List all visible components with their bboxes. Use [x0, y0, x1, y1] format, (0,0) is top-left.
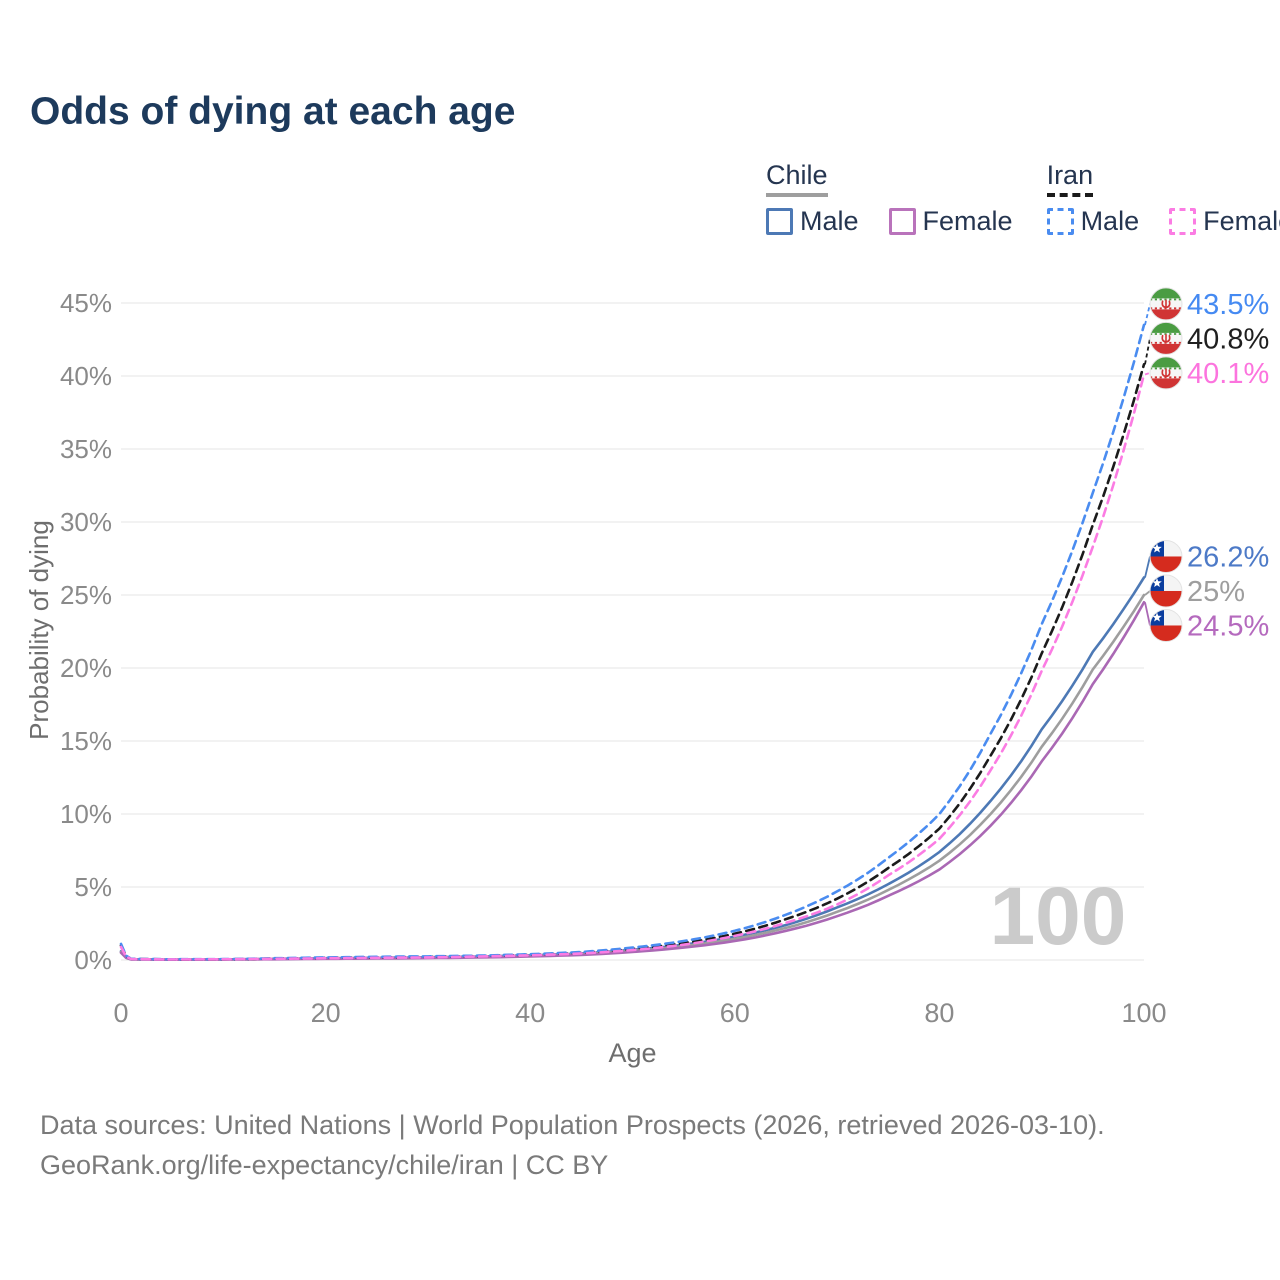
legend-item-iran-male-label: Male [1080, 206, 1140, 236]
chile-flag-icon [1149, 574, 1183, 608]
legend: Chile Male Female Iran Male [766, 160, 1280, 237]
iran-female-swatch-icon [1169, 208, 1197, 235]
leader-line-chile-average [1144, 590, 1151, 596]
series-line-iran-male[interactable] [119, 323, 1146, 961]
end-label-iran-male: 43.5% [1187, 289, 1269, 321]
legend-country-iran-label: Iran [1046, 160, 1094, 190]
end-label-iran-female: 40.1% [1187, 358, 1269, 390]
iran-flag-icon [1149, 287, 1183, 321]
chile-line-sample-icon [766, 193, 828, 197]
iran-male-swatch-icon [1046, 208, 1074, 235]
y-tick-label: 20% [60, 653, 112, 683]
legend-item-chile-male-label: Male [800, 206, 859, 236]
leader-line-chile-female [1144, 602, 1151, 626]
legend-item-iran-female[interactable]: Female [1169, 206, 1280, 237]
y-axis-title: Probability of dying [24, 520, 54, 740]
iran-line-sample-icon [1046, 193, 1094, 197]
y-tick-label: 25% [60, 580, 112, 610]
hover-age-watermark: 100 [990, 871, 1127, 962]
legend-item-chile-male[interactable]: Male [766, 206, 859, 237]
leader-line-iran-male [1144, 303, 1151, 326]
legend-item-chile-female-label: Female [922, 206, 1013, 236]
y-tick-label: 35% [60, 434, 112, 464]
end-label-iran-average: 40.8% [1187, 323, 1269, 355]
source-footer: Data sources: United Nations | World Pop… [40, 1106, 1105, 1186]
x-tick-label: 60 [720, 998, 750, 1028]
legend-item-iran-male[interactable]: Male [1046, 206, 1140, 237]
iran-flag-icon [1149, 356, 1183, 390]
leader-line-iran-average [1144, 338, 1151, 365]
y-tick-label: 45% [60, 288, 112, 318]
legend-country-iran[interactable]: Iran [1046, 160, 1094, 197]
chile-flag-icon [1149, 539, 1183, 573]
chile-male-swatch-icon [766, 208, 793, 235]
attribution-line: GeoRank.org/life-expectancy/chile/iran |… [40, 1149, 609, 1180]
x-tick-label: 80 [924, 998, 954, 1028]
y-tick-label: 0% [74, 945, 112, 975]
leader-line-chile-male [1144, 556, 1151, 578]
legend-group-chile: Chile Male Female [766, 160, 1013, 237]
end-label-chile-male: 26.2% [1187, 541, 1269, 573]
x-tick-label: 0 [113, 998, 128, 1028]
legend-country-chile[interactable]: Chile [766, 160, 828, 197]
x-tick-label: 20 [311, 998, 341, 1028]
chile-female-swatch-icon [888, 208, 916, 235]
iran-flag-icon [1149, 321, 1183, 355]
y-tick-label: 10% [60, 799, 112, 829]
y-tick-label: 5% [74, 872, 112, 902]
legend-item-chile-female[interactable]: Female [888, 206, 1013, 237]
end-label-chile-average: 25% [1187, 576, 1245, 608]
x-tick-label: 100 [1121, 998, 1166, 1028]
leader-line-iran-female [1144, 372, 1151, 376]
series-line-iran-female[interactable] [119, 373, 1146, 961]
y-tick-label: 40% [60, 361, 112, 391]
x-tick-label: 40 [515, 998, 545, 1028]
chile-flag-icon [1149, 608, 1183, 642]
page-title: Odds of dying at each age [30, 90, 516, 133]
legend-country-chile-label: Chile [766, 160, 828, 190]
data-sources-line: Data sources: United Nations | World Pop… [40, 1110, 1105, 1140]
legend-item-iran-female-label: Female [1203, 206, 1280, 236]
y-tick-label: 30% [60, 507, 112, 537]
y-tick-label: 15% [60, 726, 112, 756]
legend-group-iran: Iran Male Female [1046, 160, 1280, 237]
x-axis-title: Age [608, 1038, 656, 1068]
end-label-chile-female: 24.5% [1187, 610, 1269, 642]
